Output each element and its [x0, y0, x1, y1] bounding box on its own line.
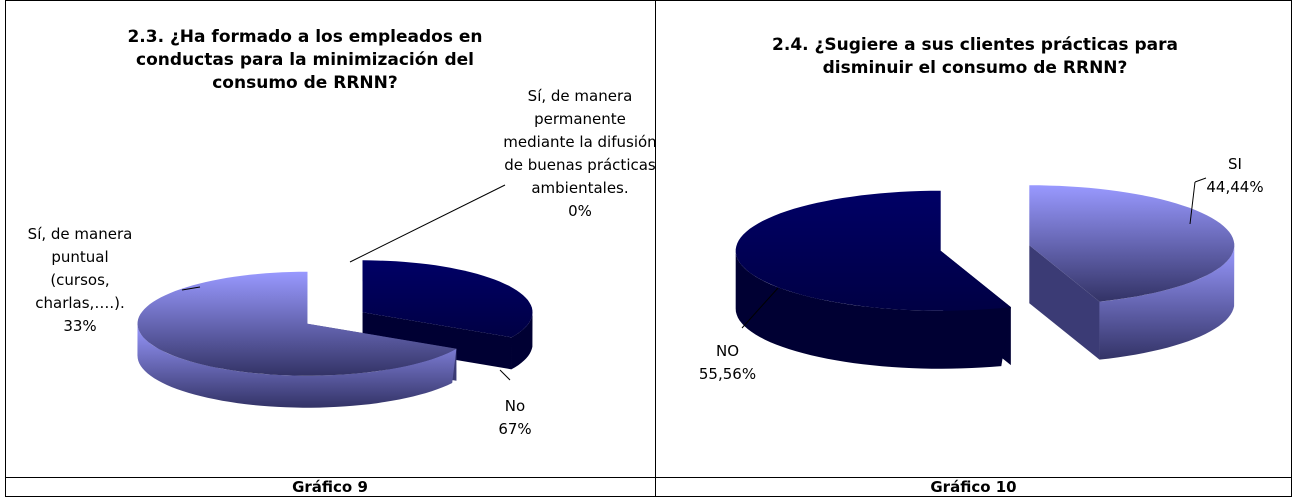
slice-side: [511, 312, 533, 370]
category-label: SI: [1228, 155, 1242, 173]
value-label: 55,56%: [698, 365, 757, 383]
value-label: 67%: [498, 420, 532, 438]
category-label: Sí, de manera permanente mediante la dif…: [503, 87, 657, 197]
leader-line: [1189, 181, 1196, 225]
pie-slice: [1029, 185, 1235, 360]
slice-top: [137, 271, 457, 376]
caption: Gráfico 9: [292, 478, 368, 496]
leader-line: [181, 286, 201, 291]
slice-side: [1099, 245, 1235, 360]
slice-wall: [1029, 245, 1100, 360]
slice-top: [1029, 185, 1235, 302]
chart-title: 2.4. ¿Sugiere a sus clientes prácticas p…: [772, 35, 1178, 78]
value-label: 33%: [63, 317, 97, 335]
slice-wall: [362, 312, 512, 370]
pie-slice: [735, 190, 1011, 369]
slice-side: [735, 250, 1011, 369]
slice-top: [362, 260, 533, 338]
category-label: NO: [715, 342, 740, 360]
value-label: 0%: [568, 202, 592, 220]
value-label: 44,44%: [1206, 178, 1264, 196]
table-border: [5, 0, 1292, 497]
category-label: No: [504, 397, 526, 415]
leader-line: [741, 287, 779, 329]
data-label: NO 55,56%: [680, 340, 775, 386]
data-label: Sí, de manera permanente mediante la dif…: [500, 85, 660, 223]
caption: Gráfico 10: [930, 478, 1017, 496]
pie-slice: [362, 260, 533, 370]
category-label: Sí, de manera puntual (cursos, charlas,……: [27, 225, 133, 312]
leader-line: [1194, 177, 1207, 183]
leader-line: [499, 369, 511, 381]
slice-top: [735, 190, 1011, 311]
slice-side: [137, 323, 457, 408]
data-label: Sí, de manera puntual (cursos, charlas,……: [20, 223, 140, 338]
chart-title: 2.3. ¿Ha formado a los empleados en cond…: [127, 27, 483, 93]
leader-line: [349, 184, 506, 263]
pie-slice: [137, 271, 457, 408]
data-label: No 67%: [470, 395, 560, 441]
data-label: SI 44,44%: [1185, 153, 1285, 199]
